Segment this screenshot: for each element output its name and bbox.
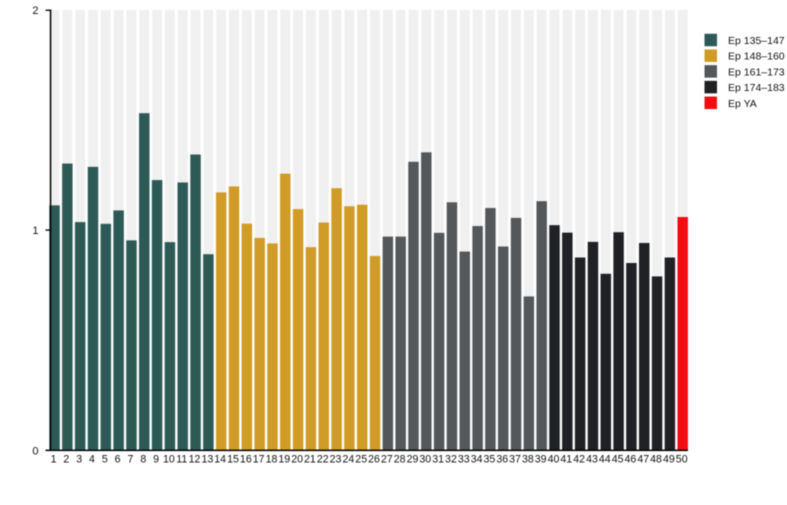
- svg-text:5: 5: [102, 453, 108, 465]
- svg-text:27: 27: [381, 453, 393, 465]
- svg-text:1: 1: [32, 225, 38, 237]
- svg-text:50: 50: [676, 453, 688, 465]
- svg-text:11: 11: [176, 453, 187, 465]
- svg-text:18: 18: [266, 453, 278, 465]
- svg-text:33: 33: [458, 453, 470, 465]
- svg-text:43: 43: [586, 453, 598, 465]
- svg-text:Ep 174–183: Ep 174–183: [728, 82, 785, 94]
- svg-text:42: 42: [573, 453, 585, 465]
- svg-text:2: 2: [63, 453, 69, 465]
- svg-text:48: 48: [650, 453, 662, 465]
- svg-text:Ep 135–147: Ep 135–147: [728, 35, 785, 47]
- svg-text:16: 16: [240, 453, 252, 465]
- svg-text:Ep 148–160: Ep 148–160: [728, 51, 785, 63]
- svg-text:32: 32: [445, 453, 457, 465]
- svg-text:0: 0: [32, 445, 38, 457]
- svg-text:7: 7: [127, 453, 133, 465]
- svg-text:39: 39: [535, 453, 547, 465]
- svg-text:9: 9: [153, 453, 159, 465]
- svg-text:17: 17: [253, 453, 265, 465]
- svg-text:46: 46: [625, 453, 637, 465]
- svg-text:6: 6: [115, 453, 121, 465]
- svg-text:49: 49: [663, 453, 675, 465]
- svg-text:40: 40: [548, 453, 560, 465]
- svg-text:44: 44: [599, 453, 611, 465]
- svg-text:25: 25: [355, 453, 367, 465]
- svg-text:12: 12: [189, 453, 201, 465]
- svg-text:41: 41: [560, 453, 572, 465]
- svg-text:24: 24: [342, 453, 354, 465]
- svg-text:Ep 161–173: Ep 161–173: [728, 66, 785, 78]
- svg-text:2: 2: [32, 5, 38, 17]
- svg-text:3: 3: [76, 453, 82, 465]
- svg-text:35: 35: [484, 453, 496, 465]
- svg-text:8: 8: [140, 453, 146, 465]
- svg-text:47: 47: [637, 453, 649, 465]
- svg-text:23: 23: [330, 453, 342, 465]
- svg-text:19: 19: [278, 453, 290, 465]
- svg-text:37: 37: [509, 453, 521, 465]
- svg-text:1: 1: [51, 453, 57, 465]
- svg-text:13: 13: [201, 453, 213, 465]
- svg-text:36: 36: [496, 453, 508, 465]
- svg-text:38: 38: [522, 453, 534, 465]
- svg-text:45: 45: [612, 453, 624, 465]
- svg-text:31: 31: [432, 453, 444, 465]
- svg-text:30: 30: [419, 453, 431, 465]
- svg-text:21: 21: [304, 453, 316, 465]
- svg-text:22: 22: [317, 453, 329, 465]
- svg-text:34: 34: [471, 453, 483, 465]
- svg-text:4: 4: [89, 453, 95, 465]
- svg-text:14: 14: [214, 453, 226, 465]
- svg-text:10: 10: [163, 453, 175, 465]
- svg-text:Ep YA: Ep YA: [728, 98, 757, 110]
- svg-text:28: 28: [394, 453, 406, 465]
- svg-text:29: 29: [407, 453, 419, 465]
- svg-text:20: 20: [291, 453, 303, 465]
- svg-text:15: 15: [227, 453, 239, 465]
- svg-text:26: 26: [368, 453, 380, 465]
